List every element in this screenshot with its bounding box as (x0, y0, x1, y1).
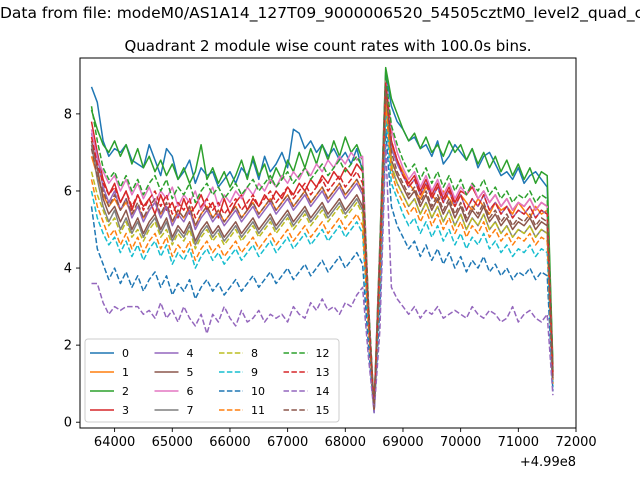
x-tick-label: 72000 (555, 435, 596, 450)
x-tick-label: 65000 (152, 435, 193, 450)
legend-label: 12 (316, 347, 330, 360)
series-layer (90, 66, 554, 414)
x-tick-label: 68000 (325, 435, 366, 450)
x-tick-label: 69000 (382, 435, 423, 450)
y-tick-label: 6 (64, 184, 72, 199)
legend-label: 1 (122, 366, 129, 379)
series-line-5 (90, 93, 554, 412)
y-tick-label: 0 (64, 416, 72, 431)
series-line-6 (90, 78, 554, 408)
y-axis: 0 2 4 6 8 (64, 107, 80, 431)
legend-label: 14 (316, 385, 330, 398)
series-line-8 (90, 90, 554, 412)
legend-label: 15 (316, 404, 330, 417)
series-line-2 (90, 66, 554, 408)
y-tick-label: 8 (64, 107, 72, 122)
series-line-14 (91, 143, 554, 414)
legend-label: 10 (251, 385, 265, 398)
y-tick-label: 2 (64, 339, 72, 354)
legend-label: 5 (187, 366, 194, 379)
legend-label: 6 (187, 385, 194, 398)
chart-title: Quadrant 2 module wise count rates with … (124, 37, 531, 55)
legend-label: 0 (122, 347, 129, 360)
legend-label: 3 (122, 404, 129, 417)
figure-suptitle: Data from file: modeM0/AS1A14_127T09_900… (0, 4, 640, 22)
x-tick-label: 70000 (440, 435, 481, 450)
series-line-10 (90, 128, 554, 414)
y-tick-label: 4 (64, 262, 72, 277)
legend-label: 13 (316, 366, 330, 379)
series-line-15 (90, 86, 554, 410)
legend-label: 2 (122, 385, 129, 398)
x-tick-label: 64000 (94, 435, 135, 450)
series-line-13 (90, 82, 554, 410)
x-axis-offset-label: +4.99e8 (520, 455, 576, 470)
axes-frame (79, 57, 577, 429)
legend-box (84, 338, 340, 423)
legend-label: 11 (251, 404, 265, 417)
x-axis: 64000 65000 66000 67000 68000 69000 70000 71000… (94, 428, 597, 450)
legend-label: 9 (251, 366, 258, 379)
legend-label: 7 (187, 404, 194, 417)
series-line-12 (90, 74, 554, 408)
x-tick-label: 71000 (498, 435, 539, 450)
series-line-9 (90, 113, 554, 412)
series-line-11 (90, 101, 554, 412)
legend-label: 8 (251, 347, 258, 360)
legend-label: 4 (187, 347, 194, 360)
x-tick-label: 66000 (209, 435, 250, 450)
x-tick-label: 67000 (267, 435, 308, 450)
